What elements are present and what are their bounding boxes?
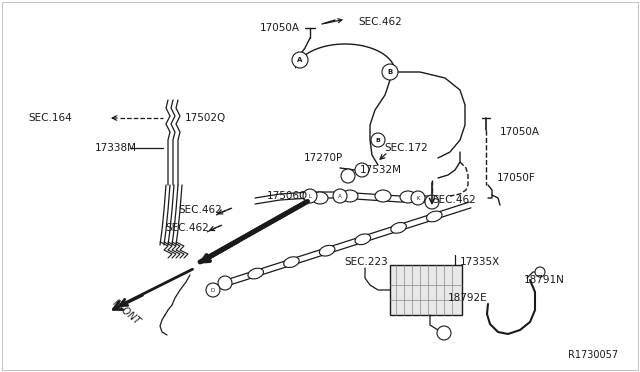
Circle shape — [371, 133, 385, 147]
Text: 17532M: 17532M — [360, 165, 402, 175]
Text: 17338M: 17338M — [95, 143, 137, 153]
Text: 18791N: 18791N — [524, 275, 565, 285]
Text: 17506Q: 17506Q — [267, 191, 308, 201]
FancyBboxPatch shape — [390, 265, 462, 315]
Text: SEC.462: SEC.462 — [165, 223, 209, 233]
Text: L: L — [308, 193, 312, 199]
Ellipse shape — [248, 268, 264, 279]
Circle shape — [535, 267, 545, 277]
Text: SEC.223: SEC.223 — [344, 257, 388, 267]
Ellipse shape — [342, 190, 358, 202]
Ellipse shape — [355, 234, 371, 245]
Ellipse shape — [375, 190, 391, 202]
Ellipse shape — [284, 257, 299, 267]
Text: SEC.462: SEC.462 — [178, 205, 221, 215]
Text: FRONT: FRONT — [110, 298, 142, 327]
Circle shape — [425, 195, 439, 209]
Text: SEC.462: SEC.462 — [432, 195, 476, 205]
Text: B: B — [387, 69, 392, 75]
Circle shape — [382, 64, 398, 80]
Circle shape — [437, 326, 451, 340]
Circle shape — [411, 191, 425, 205]
Circle shape — [355, 163, 369, 177]
Ellipse shape — [391, 222, 406, 233]
Text: D: D — [211, 288, 215, 292]
Text: 17502Q: 17502Q — [185, 113, 227, 123]
Text: R1730057: R1730057 — [568, 350, 618, 360]
Text: SEC.172: SEC.172 — [384, 143, 428, 153]
Text: K: K — [416, 196, 420, 201]
Text: B: B — [376, 138, 380, 142]
Text: 17050F: 17050F — [497, 173, 536, 183]
Circle shape — [292, 52, 308, 68]
Ellipse shape — [319, 246, 335, 256]
Ellipse shape — [312, 192, 328, 204]
Ellipse shape — [426, 211, 442, 222]
Circle shape — [303, 189, 317, 203]
Circle shape — [206, 283, 220, 297]
Text: 17050A: 17050A — [260, 23, 300, 33]
Circle shape — [218, 276, 232, 290]
Text: 18792E: 18792E — [448, 293, 488, 303]
Text: 17270P: 17270P — [304, 153, 343, 163]
Text: 17335X: 17335X — [460, 257, 500, 267]
Ellipse shape — [400, 191, 416, 203]
Circle shape — [341, 169, 355, 183]
Text: SEC.164: SEC.164 — [28, 113, 72, 123]
Text: A: A — [298, 57, 303, 63]
Text: SEC.462: SEC.462 — [358, 17, 402, 27]
Text: A: A — [338, 193, 342, 199]
Circle shape — [333, 189, 347, 203]
Text: 17050A: 17050A — [500, 127, 540, 137]
